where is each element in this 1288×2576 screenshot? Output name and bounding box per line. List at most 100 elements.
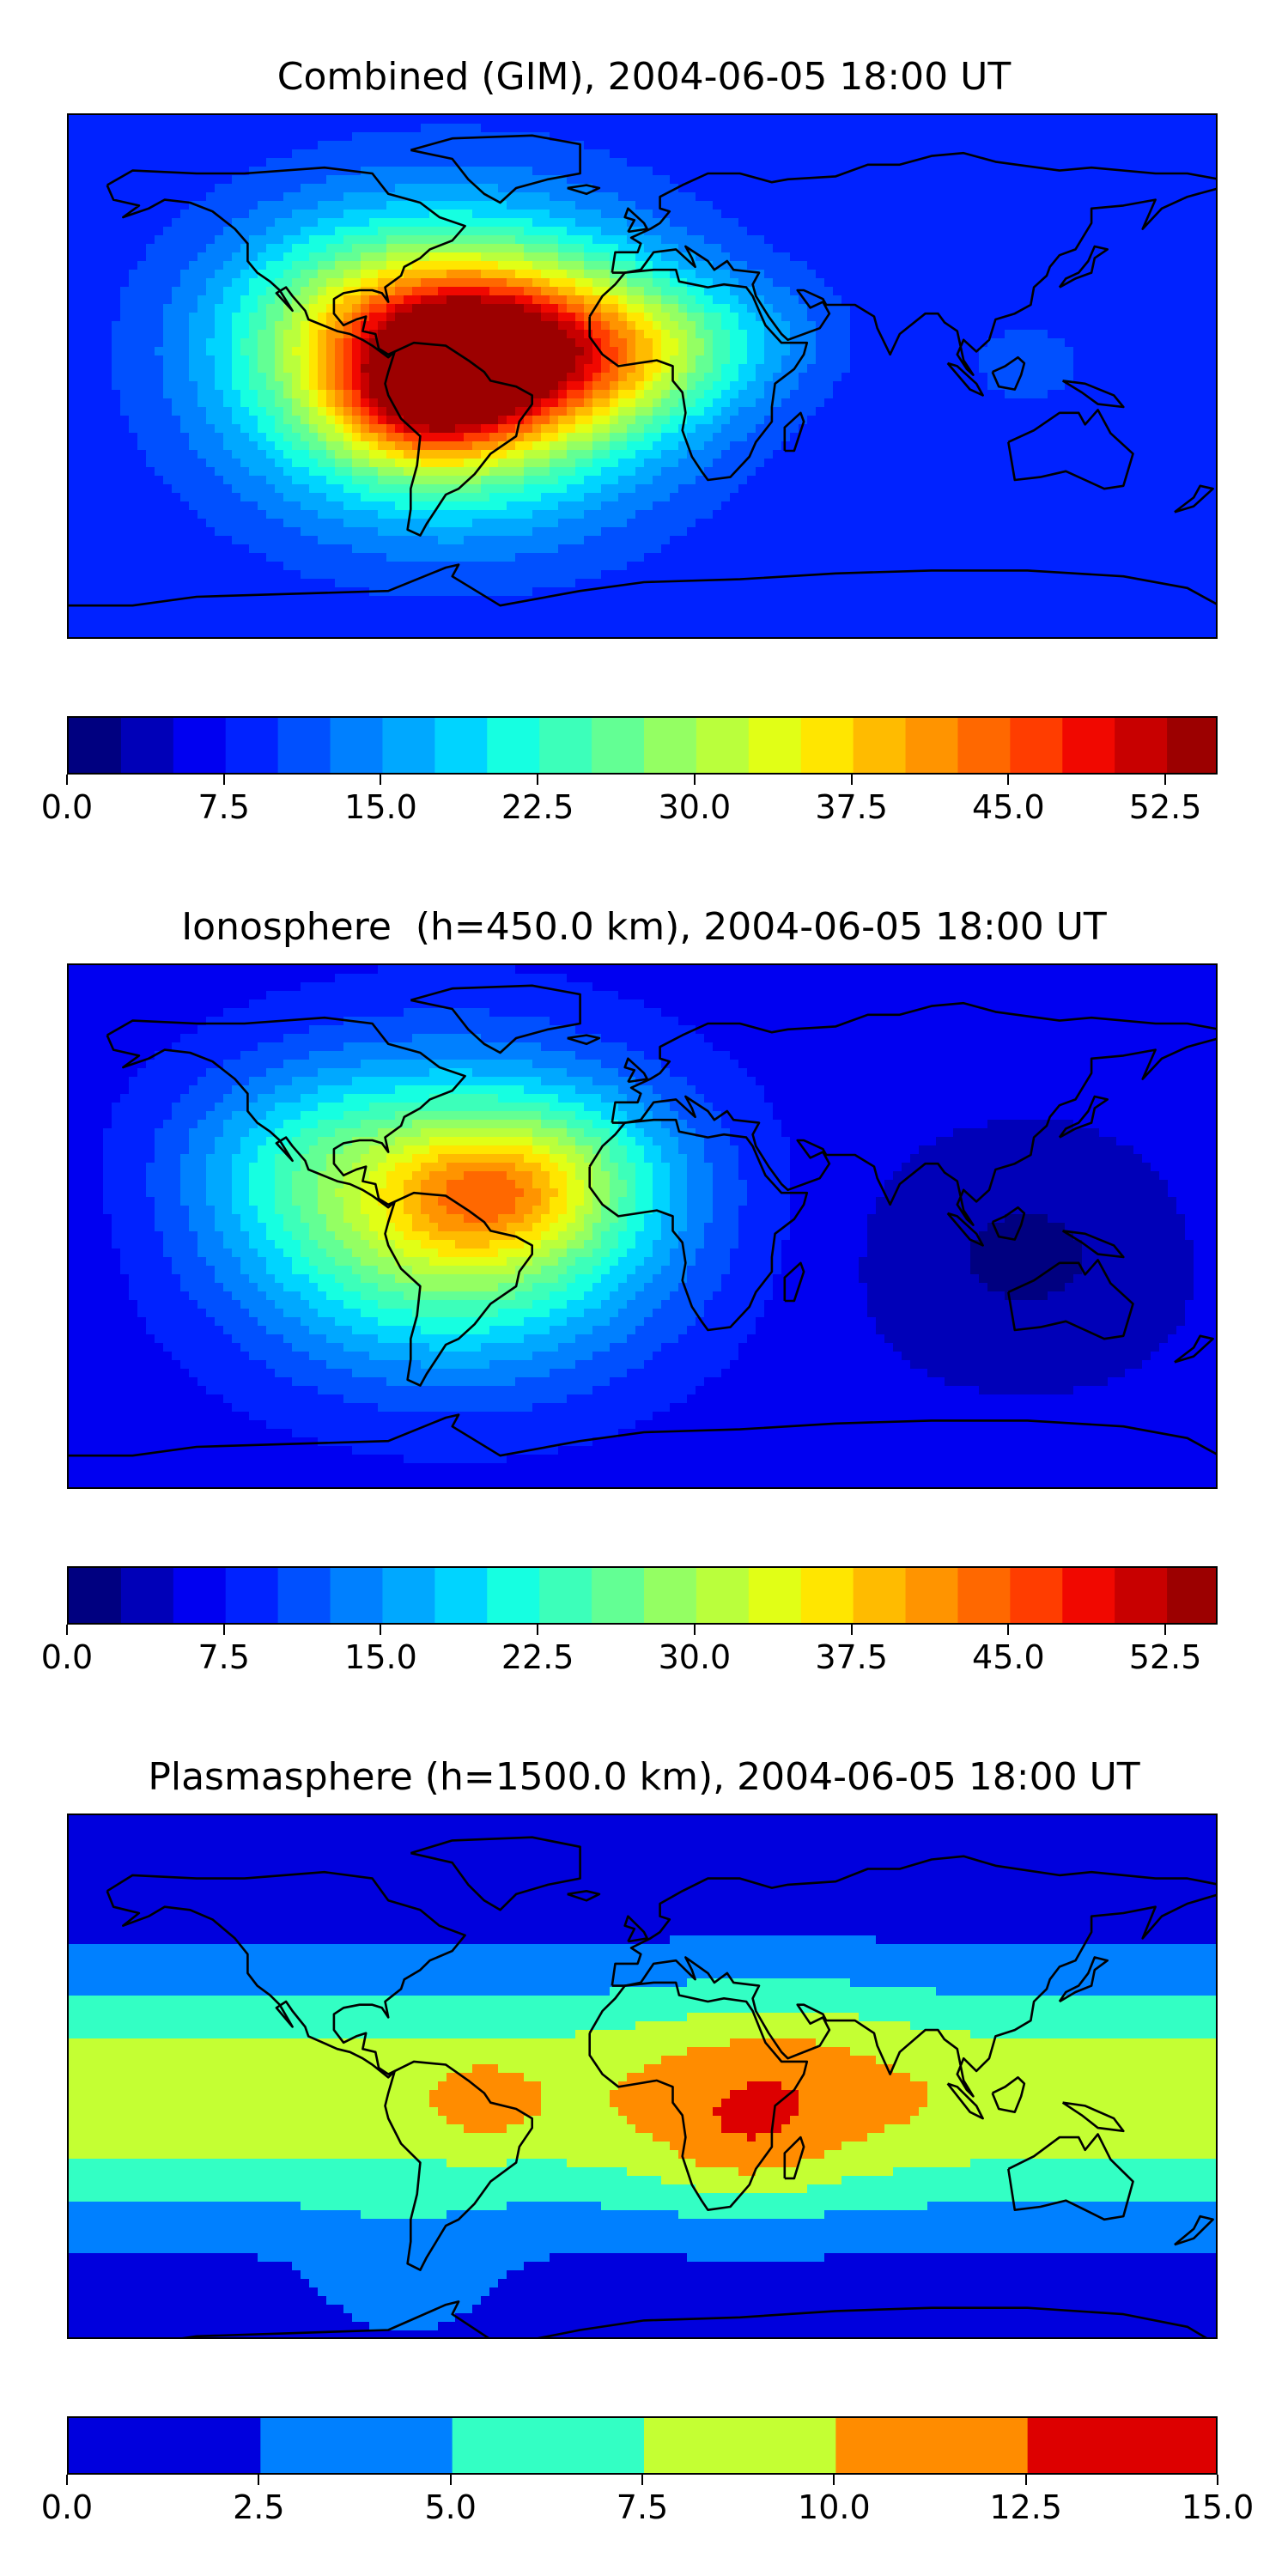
field-cell bbox=[301, 132, 310, 142]
field-cell bbox=[635, 355, 645, 365]
field-cell bbox=[550, 192, 559, 202]
field-cell bbox=[1013, 235, 1023, 245]
field-cell bbox=[438, 321, 447, 331]
field-cell bbox=[730, 295, 739, 305]
field-cell bbox=[163, 416, 173, 425]
field-cell bbox=[816, 287, 825, 296]
field-cell bbox=[661, 124, 671, 133]
field-cell bbox=[936, 115, 945, 125]
field-cell bbox=[1108, 158, 1117, 167]
field-cell bbox=[927, 124, 937, 133]
field-cell bbox=[867, 364, 877, 374]
field-cell bbox=[524, 175, 533, 185]
field-cell bbox=[1013, 270, 1023, 279]
field-cell bbox=[696, 398, 705, 408]
field-cell bbox=[850, 270, 860, 279]
field-cell bbox=[884, 244, 894, 253]
field-cell bbox=[927, 321, 937, 331]
field-cell bbox=[1030, 338, 1040, 348]
field-cell bbox=[867, 373, 877, 382]
field-cell bbox=[670, 373, 679, 382]
field-cell bbox=[343, 115, 353, 125]
field-cell bbox=[687, 124, 696, 133]
field-cell bbox=[678, 201, 688, 210]
field-cell bbox=[412, 295, 422, 305]
field-cell bbox=[1125, 158, 1134, 167]
field-cell bbox=[970, 149, 980, 159]
field-cell bbox=[283, 201, 293, 210]
field-cell bbox=[850, 338, 860, 348]
field-cell bbox=[747, 115, 756, 125]
field-cell bbox=[352, 364, 361, 374]
field-cell bbox=[1185, 407, 1194, 416]
field-cell bbox=[232, 381, 241, 391]
field-cell bbox=[584, 175, 593, 185]
field-cell bbox=[206, 235, 216, 245]
field-cell bbox=[1185, 252, 1194, 262]
field-cell bbox=[507, 321, 516, 331]
field-cell bbox=[301, 261, 310, 270]
field-cell bbox=[584, 218, 593, 228]
field-cell bbox=[884, 295, 894, 305]
field-cell bbox=[550, 184, 559, 193]
field-cell bbox=[421, 175, 430, 185]
field-cell bbox=[429, 270, 439, 279]
field-cell bbox=[1039, 416, 1048, 425]
field-cell bbox=[1176, 192, 1186, 202]
field-cell bbox=[481, 192, 490, 202]
field-cell bbox=[919, 398, 928, 408]
field-cell bbox=[301, 115, 310, 125]
field-cell bbox=[1176, 381, 1186, 391]
field-cell bbox=[172, 398, 181, 408]
field-cell bbox=[507, 424, 516, 434]
field-cell bbox=[807, 321, 817, 331]
field-cell bbox=[240, 347, 250, 356]
field-cell bbox=[807, 227, 817, 236]
field-cell bbox=[867, 304, 877, 313]
field-cell bbox=[103, 227, 112, 236]
field-cell bbox=[215, 390, 224, 399]
field-cell bbox=[515, 227, 525, 236]
field-cell bbox=[515, 175, 525, 185]
field-cell bbox=[361, 364, 370, 374]
field-cell bbox=[1048, 210, 1057, 219]
field-cell bbox=[696, 218, 705, 228]
field-cell bbox=[498, 244, 507, 253]
field-cell bbox=[979, 175, 988, 185]
field-cell bbox=[635, 252, 645, 262]
field-cell bbox=[678, 210, 688, 219]
field-cell bbox=[670, 115, 679, 125]
field-cell bbox=[756, 416, 765, 425]
field-cell bbox=[910, 338, 920, 348]
field-cell bbox=[369, 304, 379, 313]
field-cell bbox=[266, 227, 276, 236]
field-cell bbox=[86, 252, 95, 262]
field-cell bbox=[94, 338, 104, 348]
field-cell bbox=[987, 227, 997, 236]
field-cell bbox=[781, 390, 791, 399]
field-cell bbox=[249, 347, 258, 356]
field-cell bbox=[653, 304, 662, 313]
field-cell bbox=[945, 270, 954, 279]
field-cell bbox=[266, 158, 276, 167]
field-cell bbox=[455, 347, 465, 356]
field-cell bbox=[1013, 321, 1023, 331]
field-cell bbox=[902, 184, 911, 193]
field-cell bbox=[155, 347, 164, 356]
field-cell bbox=[223, 261, 233, 270]
field-cell bbox=[799, 149, 808, 159]
field-cell bbox=[318, 407, 327, 416]
field-cell bbox=[541, 201, 550, 210]
field-cell bbox=[309, 364, 319, 374]
field-cell bbox=[859, 313, 868, 322]
field-cell bbox=[738, 175, 748, 185]
field-cell bbox=[541, 364, 550, 374]
field-cell bbox=[301, 313, 310, 322]
field-cell bbox=[773, 244, 782, 253]
field-cell bbox=[412, 424, 422, 434]
field-cell bbox=[249, 192, 258, 202]
field-cell bbox=[464, 270, 473, 279]
field-cell bbox=[326, 433, 336, 442]
field-cell bbox=[421, 261, 430, 270]
field-cell bbox=[386, 252, 396, 262]
